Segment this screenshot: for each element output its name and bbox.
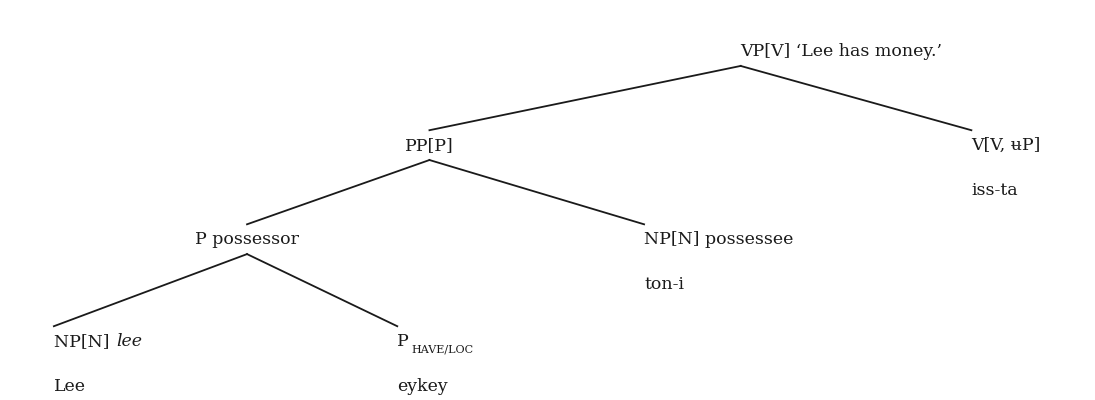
Text: NP[N]: NP[N]: [54, 333, 115, 350]
Text: ton-i: ton-i: [644, 276, 684, 293]
Text: VP[V] ‘Lee has money.’: VP[V] ‘Lee has money.’: [740, 42, 943, 60]
Text: iss-ta: iss-ta: [971, 182, 1018, 199]
Text: PP[P]: PP[P]: [405, 137, 453, 154]
Text: eykey: eykey: [397, 378, 448, 395]
Text: V[V, u̶P]: V[V, u̶P]: [971, 137, 1040, 154]
Text: HAVE/LOC: HAVE/LOC: [412, 345, 473, 355]
Text: P possessor: P possessor: [195, 231, 299, 248]
Text: P: P: [397, 333, 410, 350]
Text: lee: lee: [116, 333, 142, 350]
Text: Lee: Lee: [54, 378, 85, 395]
Text: NP[N] possessee: NP[N] possessee: [644, 231, 794, 248]
